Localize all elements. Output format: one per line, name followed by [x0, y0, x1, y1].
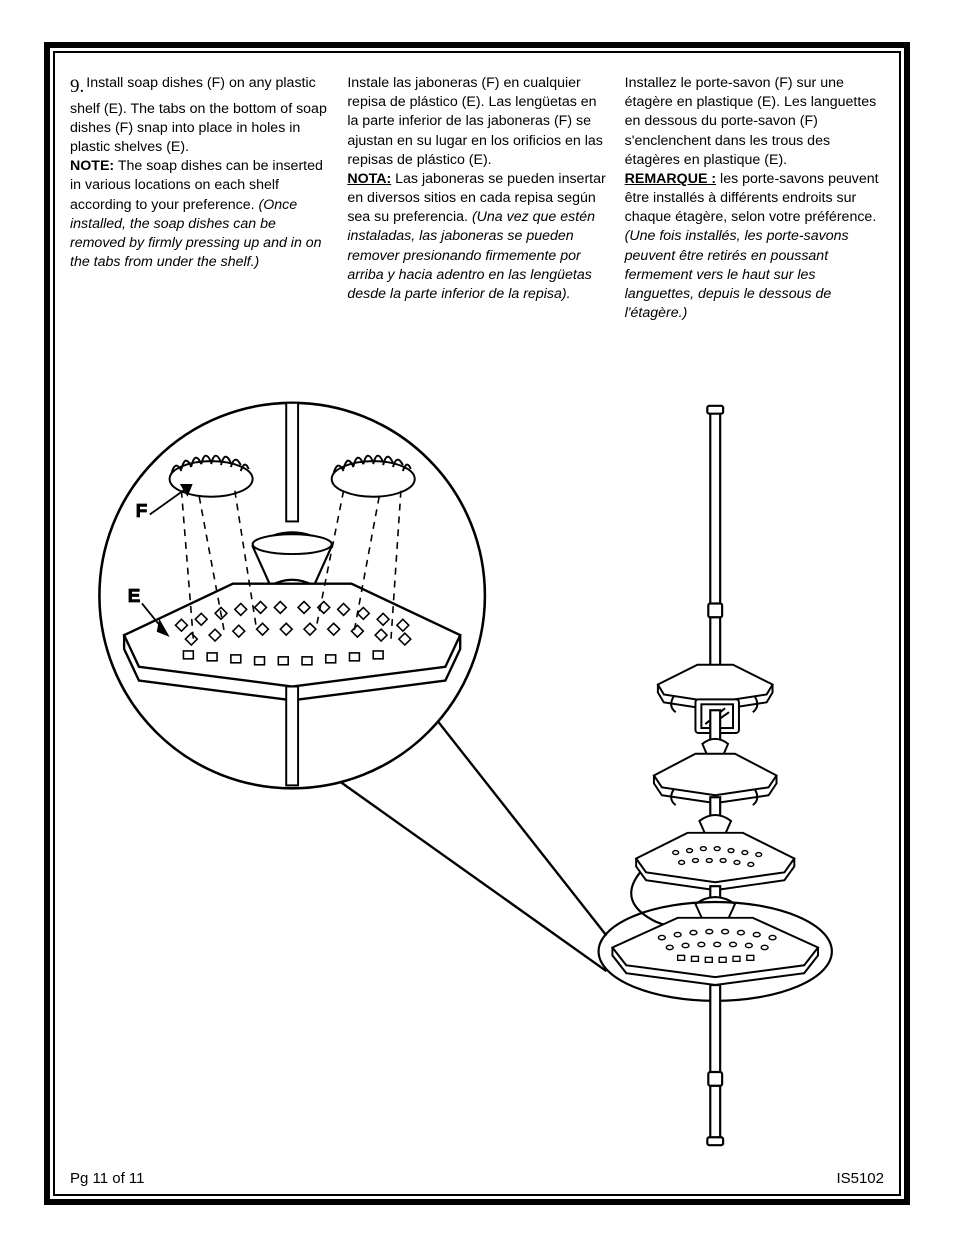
text-columns: 9.Install soap dishes (F) on any plastic…: [60, 58, 894, 323]
page-footer: Pg 11 of 11 IS5102: [70, 1170, 884, 1187]
tower-assembly: [599, 406, 832, 1145]
diagram-area: F E: [60, 388, 894, 1159]
page: 9.Install soap dishes (F) on any plastic…: [0, 0, 954, 1235]
column-french: Installez le porte-savon (F) sur une éta…: [625, 74, 884, 323]
column-spanish: Instale las jaboneras (F) en cualquier r…: [347, 74, 606, 323]
assembly-diagram: F E: [60, 388, 894, 1159]
column-english: 9.Install soap dishes (F) on any plastic…: [70, 74, 329, 323]
label-e-text: E: [128, 586, 140, 606]
footer-code: IS5102: [836, 1170, 884, 1187]
step-number: 9.: [70, 74, 84, 100]
fr-main: Installez le porte-savon (F) sur une éta…: [625, 75, 877, 168]
en-main: Install soap dishes (F) on any plastic s…: [70, 75, 327, 155]
label-f-text: F: [136, 501, 147, 521]
es-note-label: NOTA:: [347, 171, 391, 187]
fr-note-label: REMARQUE :: [625, 171, 716, 187]
fr-note-italic: (Une fois installés, les porte-savons pe…: [625, 228, 849, 321]
en-note-label: NOTE:: [70, 158, 114, 174]
es-main: Instale las jaboneras (F) en cualquier r…: [347, 75, 603, 168]
footer-page: Pg 11 of 11: [70, 1170, 145, 1187]
content-area: 9.Install soap dishes (F) on any plastic…: [60, 58, 894, 1189]
